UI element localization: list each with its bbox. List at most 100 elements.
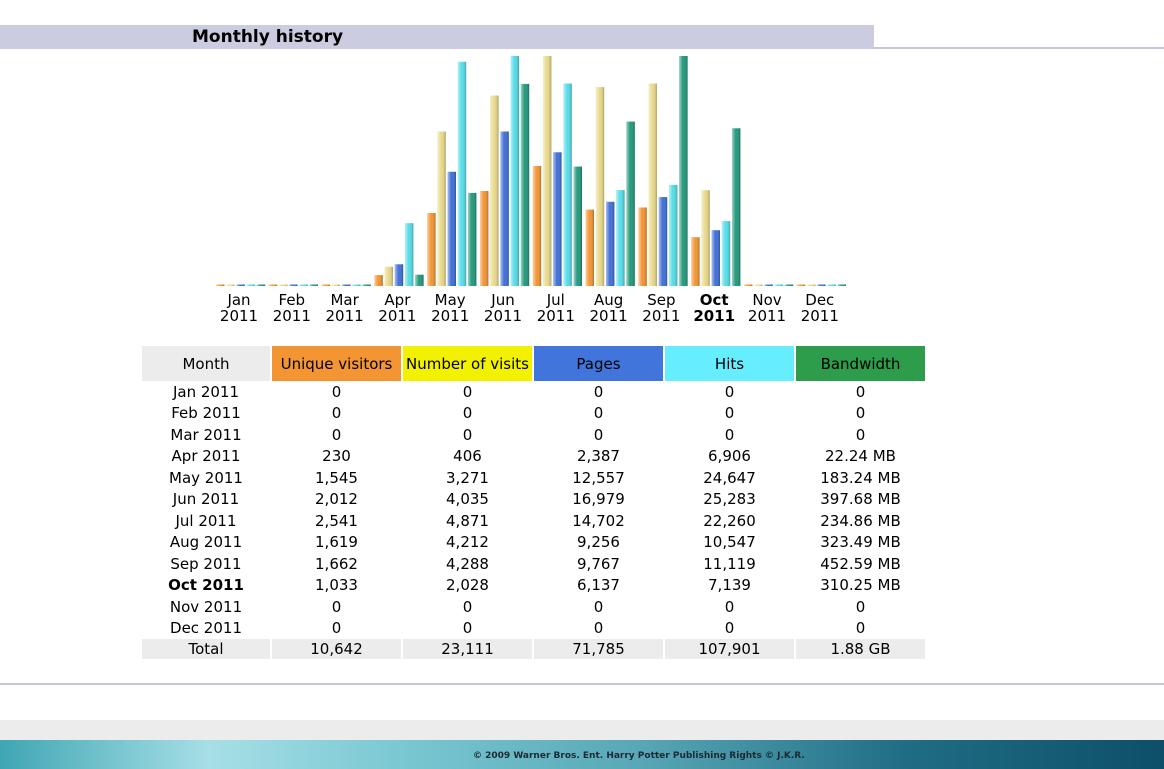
monthly-history-chart: Jan 2011 Feb 2011 Mar 2011 Apr 2011 May 2011 Jun 20… [0, 0, 1164, 340]
row-bandwidth: 0 [855, 404, 866, 423]
x-axis-label: Dec 2011 [794, 292, 846, 324]
row-month: Mar 2011 [170, 425, 242, 444]
row-month: Aug 2011 [169, 533, 243, 552]
bar-shading [616, 190, 625, 286]
x-axis-month: Jun [491, 291, 515, 309]
row-unique-visitors: 230 [322, 447, 351, 466]
bar-shading [415, 274, 424, 286]
bar-shading [553, 152, 562, 286]
x-axis-year: 2011 [219, 307, 259, 325]
bar-shading [468, 192, 477, 286]
row-visits: 4,288 [446, 554, 489, 573]
header-month[interactable]: Month [142, 346, 270, 381]
footer: © 2009 Warner Bros. Ent. Harry Potter Pu… [0, 740, 1164, 769]
row-unique-visitors: 1,033 [315, 576, 358, 595]
table-row: May 2011 1,545 3,271 12,557 24,647 183.24 MB [142, 467, 925, 489]
row-hits: 24,647 [703, 468, 756, 487]
table-row: Apr 2011 230 406 2,387 6,906 22.24 MB [142, 446, 925, 468]
bar-shading [480, 191, 489, 286]
section-header: Monthly history [0, 25, 874, 49]
table-row: Sep 2011 1,662 4,288 9,767 11,119 452.59 MB [142, 553, 925, 575]
row-unique-visitors: 2,012 [315, 490, 358, 509]
table-body: Jan 2011 0 0 0 0 0 Feb 2011 0 0 0 0 0 Mar 2011 0 0 0 0 0 A… [142, 381, 925, 639]
row-pages: 16,979 [572, 490, 625, 509]
row-unique-visitors: 0 [331, 425, 342, 444]
row-unique-visitors: 1,545 [315, 468, 358, 487]
copyright-text: © 2009 Warner Bros. Ent. Harry Potter Pu… [473, 751, 805, 761]
footer-strip [0, 720, 1164, 740]
section-title: Monthly history [192, 27, 344, 47]
x-axis-label: Mar 2011 [319, 292, 371, 324]
header-hits[interactable]: Hits [665, 346, 794, 381]
row-month: Sep 2011 [170, 554, 242, 573]
row-visits: 2,028 [446, 576, 489, 595]
x-axis-year: 2011 [536, 307, 575, 325]
bar-shading [626, 121, 635, 286]
row-unique-visitors: 2,541 [315, 511, 358, 530]
bar-shading [721, 221, 731, 286]
bar-shading [711, 230, 720, 286]
bar-shading [563, 83, 572, 286]
row-visits: 0 [462, 382, 473, 401]
row-unique-visitors: 0 [331, 597, 342, 616]
x-axis-label: Sep 2011 [635, 292, 687, 324]
x-axis-year: 2011 [589, 307, 628, 325]
bar-shading [573, 166, 582, 286]
row-month: Jun 2011 [172, 490, 240, 509]
x-axis-label: Aug 2011 [583, 292, 635, 324]
x-axis-label: May 2011 [424, 292, 476, 324]
row-visits: 0 [462, 597, 473, 616]
row-hits: 25,283 [703, 490, 756, 509]
x-axis-year: 2011 [800, 307, 839, 325]
x-axis-month: Apr [384, 291, 411, 309]
bar-shading [732, 128, 741, 286]
bar-shading [309, 284, 318, 286]
bar-shading [226, 284, 235, 286]
row-unique-visitors: 1,619 [315, 533, 358, 552]
row-bandwidth: 0 [855, 619, 866, 638]
row-pages: 12,557 [572, 468, 625, 487]
x-axis-year: 2011 [747, 307, 787, 325]
header-bandwidth[interactable]: Bandwidth [796, 346, 925, 381]
bar-shading [216, 284, 225, 286]
bar-shading [362, 284, 371, 286]
table-row: Oct 2011 1,033 2,028 6,137 7,139 310.25 MB [142, 575, 925, 597]
x-axis-month: Mar [330, 291, 359, 309]
row-bandwidth: 0 [855, 382, 866, 401]
bar-shading [447, 171, 456, 286]
header-number-of-visits[interactable]: Number of visits [403, 346, 532, 381]
x-axis-month: Sep [647, 291, 676, 309]
x-axis-month: Jan [227, 291, 251, 309]
table-row: Dec 2011 0 0 0 0 0 [142, 618, 925, 640]
table-row: Jan 2011 0 0 0 0 0 [142, 381, 925, 403]
bar-shading [384, 266, 393, 286]
bar-shading [457, 61, 467, 286]
row-month: Nov 2011 [169, 597, 243, 616]
bar-shading [764, 284, 773, 286]
bar-shading [374, 275, 383, 286]
row-visits: 406 [453, 447, 482, 466]
chart-canvas [216, 56, 846, 287]
bar-shading [299, 284, 308, 286]
header-pages[interactable]: Pages [534, 346, 663, 381]
row-hits: 10,547 [703, 533, 756, 552]
x-axis-year: 2011 [378, 307, 417, 325]
x-axis-month: Jul [546, 291, 565, 309]
x-axis-year: 2011 [431, 307, 470, 325]
bar-shading [289, 284, 298, 286]
x-axis-label: Feb 2011 [266, 292, 318, 324]
row-visits: 4,871 [446, 511, 489, 530]
bar-shading [352, 284, 361, 286]
x-axis-label: Apr 2011 [371, 292, 423, 324]
x-axis-label: Oct 2011 [688, 292, 740, 324]
header-unique-visitors[interactable]: Unique visitors [272, 346, 401, 381]
row-hits: 0 [724, 597, 735, 616]
table-row: Jun 2011 2,012 4,035 16,979 25,283 397.68 MB [142, 489, 925, 511]
section-divider [0, 683, 1164, 685]
row-month: Dec 2011 [170, 619, 242, 638]
row-bandwidth: 310.25 MB [820, 576, 901, 595]
table-total-row: Total 10,642 23,111 71,785 107,901 1.88 … [142, 639, 925, 659]
x-axis-label: Jun 2011 [477, 292, 529, 324]
header-divider [874, 47, 1164, 49]
row-pages: 2,387 [577, 447, 620, 466]
